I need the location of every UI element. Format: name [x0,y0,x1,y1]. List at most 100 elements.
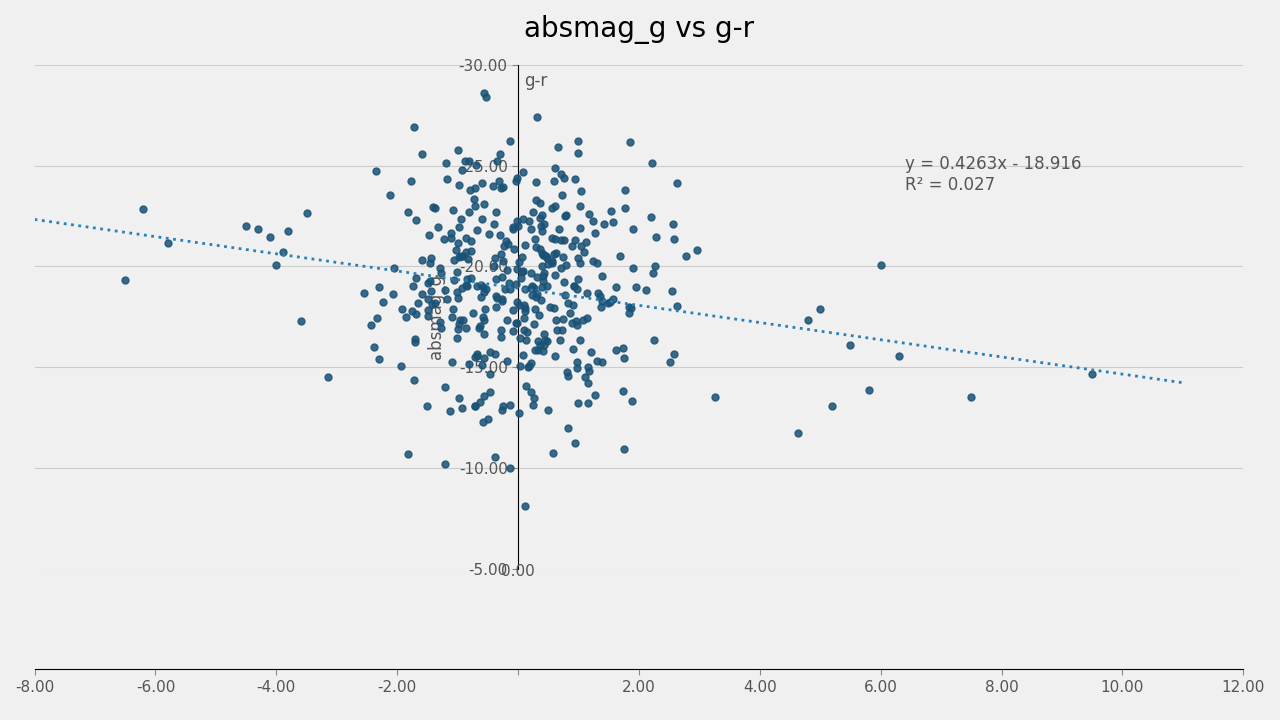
Point [544,269,564,281]
Point [406,308,426,320]
Point [507,317,527,328]
Point [562,240,582,252]
Point [369,282,389,293]
Point [552,324,572,336]
Point [453,250,474,261]
Point [538,404,558,415]
Point [613,352,634,364]
Point [552,189,572,201]
Point [431,267,452,279]
Point [515,305,535,317]
Point [532,275,553,287]
Point [567,319,588,330]
Point [436,173,457,184]
Point [452,163,472,175]
Point [425,297,445,309]
Point [297,207,317,219]
Point [460,184,480,196]
Point [503,223,524,235]
Point [538,280,558,292]
Title: absmag_g vs g-r: absmag_g vs g-r [524,15,754,44]
Point [591,356,612,367]
Point [452,282,472,294]
Point [531,282,552,293]
Point [483,180,503,192]
Point [490,148,511,159]
Point [822,400,842,412]
Point [448,179,468,190]
Point [607,281,627,292]
Point [420,275,440,287]
Point [621,302,641,313]
Point [566,173,586,184]
Point [644,334,664,346]
Point [369,353,389,364]
Point [870,259,891,271]
Point [530,220,550,232]
Point [398,207,419,218]
Point [474,87,494,99]
Point [566,315,586,327]
Point [236,220,256,232]
Point [531,225,552,237]
Point [556,210,576,221]
Point [531,260,552,271]
Point [516,380,536,392]
Point [577,361,598,372]
Point [576,236,596,248]
Point [1082,368,1102,379]
Point [554,172,575,184]
Point [609,250,630,261]
Point [543,448,563,459]
Point [497,235,517,246]
Point [516,335,536,346]
Point [526,111,547,122]
Text: y = 0.4263x - 18.916
R² = 0.027: y = 0.4263x - 18.916 R² = 0.027 [905,156,1082,194]
Point [553,312,573,324]
Point [486,301,507,312]
Point [470,320,490,332]
Point [461,272,481,284]
Point [492,293,512,305]
Point [266,259,287,271]
Point [588,287,608,299]
Point [380,189,401,201]
Point [643,158,663,169]
Point [465,351,485,362]
Point [512,213,532,225]
Point [484,218,504,230]
Point [512,252,532,264]
Point [667,178,687,189]
Point [590,290,611,302]
Point [430,316,451,328]
Point [474,352,494,364]
Point [471,177,492,189]
Point [532,247,553,258]
Point [553,276,573,287]
Point [383,288,403,300]
Point [620,136,640,148]
Point [465,200,485,212]
Point [486,273,507,284]
Point [622,223,643,235]
Point [645,231,666,243]
Point [453,314,474,325]
Point [502,305,522,316]
Point [676,251,696,262]
Point [442,356,462,368]
Point [543,202,563,213]
Point [567,362,588,374]
Point [563,280,584,292]
Point [545,314,566,325]
Point [532,271,553,282]
Point [412,148,433,160]
Point [403,281,424,292]
Point [605,344,626,356]
Point [273,247,293,258]
Point [564,437,585,449]
Point [480,386,500,397]
Point [431,322,452,333]
Point [390,361,411,372]
Point [506,318,526,329]
Point [470,396,490,408]
